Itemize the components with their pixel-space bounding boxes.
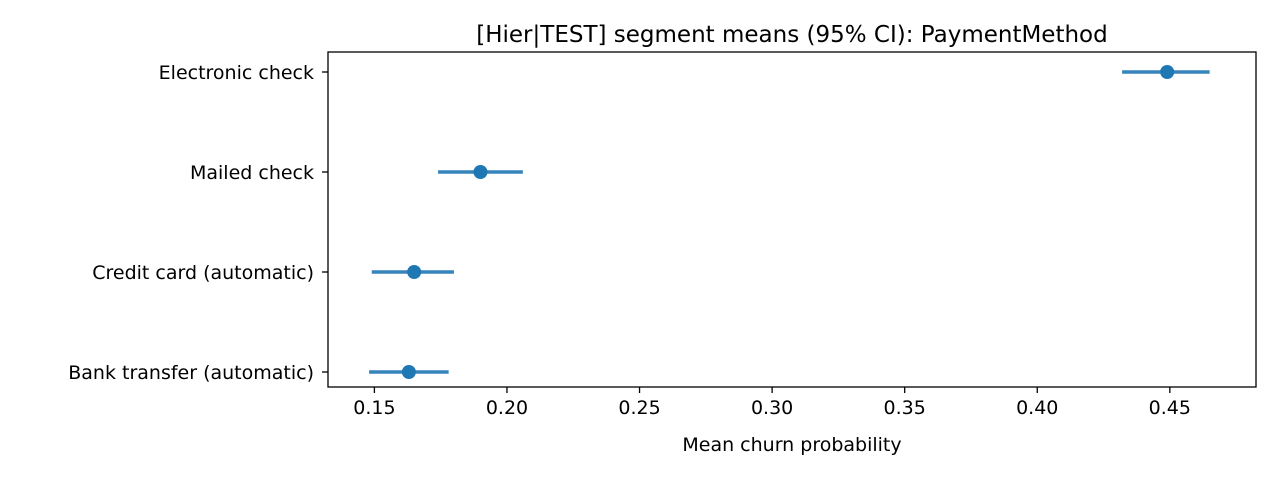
mean-point [473,165,488,179]
y-tick-label: Bank transfer (automatic) [68,362,314,384]
y-tick-label: Electronic check [159,62,314,84]
x-tick-label: 0.20 [486,397,528,419]
mean-point [1160,65,1175,79]
x-tick-label: 0.45 [1149,397,1191,419]
y-tick-label: Mailed check [190,162,314,184]
plot-area [369,65,1210,379]
x-tick-label: 0.40 [1016,397,1058,419]
x-tick-label: 0.15 [353,397,395,419]
y-axis: Electronic check Mailed check Credit card … [68,62,328,384]
chart-title: [Hier|TEST] segment means (95% CI): Paym… [476,22,1107,48]
x-tick-label: 0.25 [618,397,660,419]
plot-frame [327,51,1257,388]
x-tick-label: 0.35 [884,397,926,419]
mean-point [401,365,416,379]
x-tick-label: 0.30 [751,397,793,419]
x-axis-label: Mean churn probability [682,434,901,456]
y-tick-label: Credit card (automatic) [92,262,314,284]
mean-point [407,265,422,279]
x-axis: 0.15 0.20 0.25 0.30 0.35 0.40 0.45 [353,387,1191,419]
